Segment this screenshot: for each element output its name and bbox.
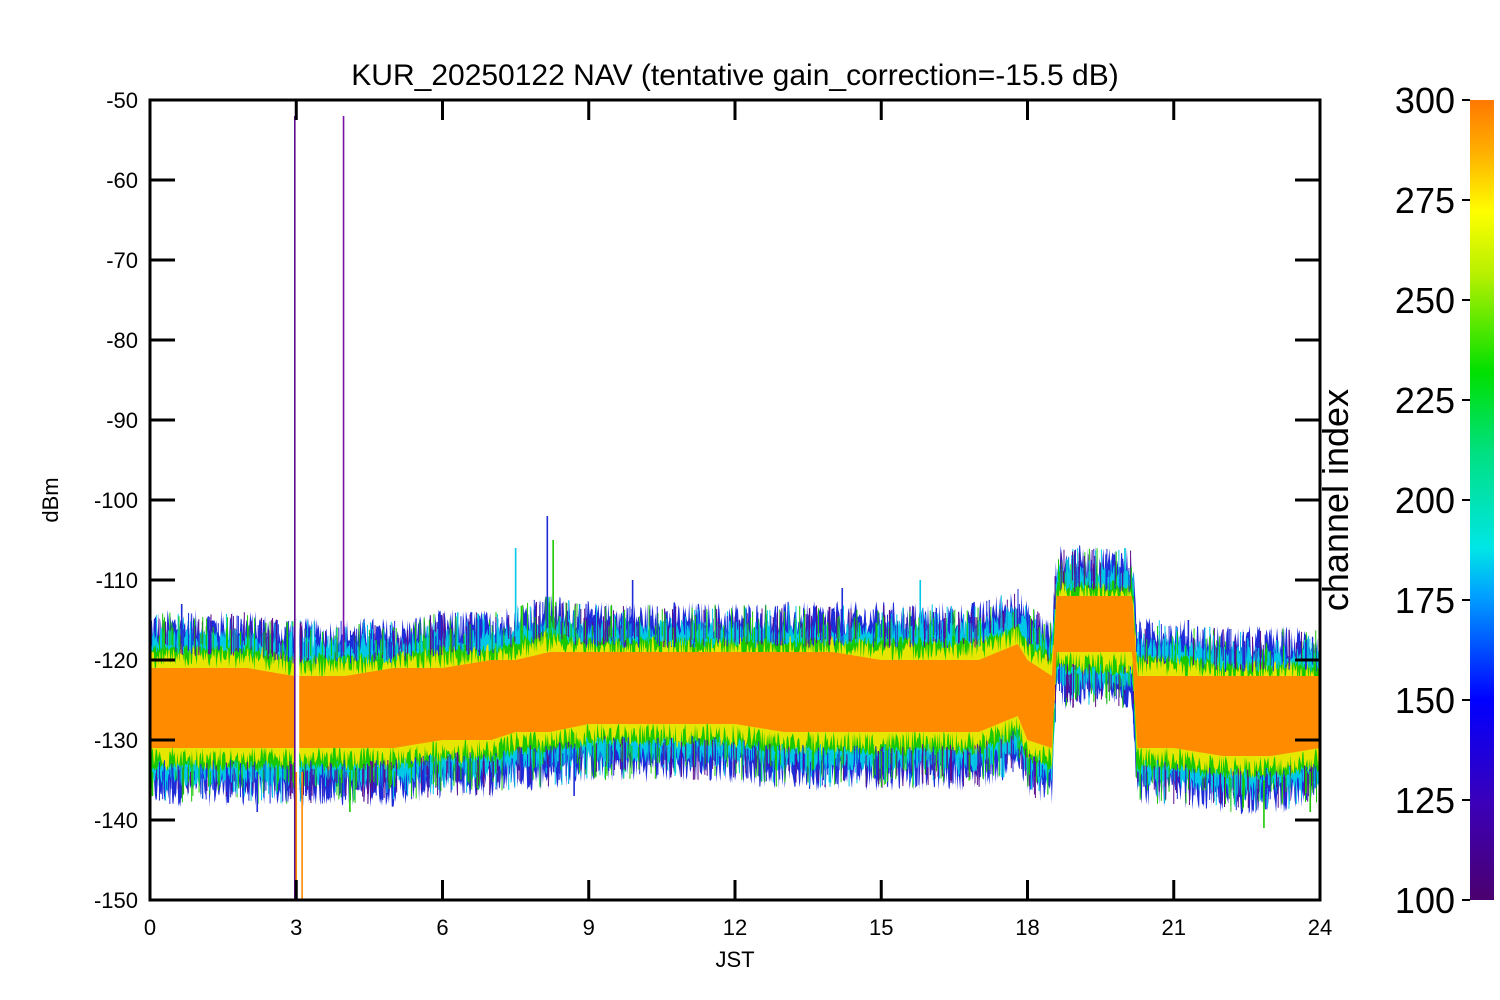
x-tick-label: 3 (290, 915, 302, 940)
x-tick-label: 6 (436, 915, 448, 940)
y-tick-label: -110 (96, 568, 138, 593)
data-gap (295, 620, 300, 788)
y-tick-label: -150 (94, 888, 138, 913)
y-tick-label: -50 (106, 88, 138, 113)
colorbar-tick-label: 150 (1395, 680, 1455, 721)
x-tick-label: 24 (1308, 915, 1332, 940)
chart-title: KUR_20250122 NAV (tentative gain_correct… (351, 59, 1118, 92)
y-tick-label: -60 (106, 168, 138, 193)
colorbar-label: channel index (1315, 389, 1356, 611)
spike-layer (151, 116, 1312, 900)
x-tick-label: 12 (723, 915, 747, 940)
y-axis-ticks: -50 -60 -70 -80 -90 -100 -110 -120 -130 -140 -150 (94, 88, 1320, 913)
colorbar-tick-label: 100 (1395, 880, 1455, 921)
colorbar-tick-label: 125 (1395, 780, 1455, 821)
data-band-layer (150, 545, 1320, 815)
band-core (150, 596, 1320, 756)
y-tick-label: -120 (94, 648, 138, 673)
colorbar-tick-label: 275 (1395, 180, 1455, 221)
colorbar (1470, 100, 1494, 900)
y-tick-label: -130 (94, 728, 138, 753)
colorbar-tick-label: 200 (1395, 480, 1455, 521)
y-tick-label: -140 (94, 808, 138, 833)
x-tick-label: 0 (144, 915, 156, 940)
x-tick-label: 15 (869, 915, 893, 940)
colorbar-tick-label: 300 (1395, 80, 1455, 121)
x-tick-label: 21 (1162, 915, 1186, 940)
y-tick-label: -100 (94, 488, 138, 513)
x-tick-label: 9 (583, 915, 595, 940)
y-tick-label: -70 (106, 248, 138, 273)
colorbar-ticks: 100 125 150 175 200 225 250 275 300 (1395, 80, 1470, 921)
x-axis-ticks: 0 3 6 9 12 15 18 21 24 (144, 100, 1332, 940)
x-tick-label: 18 (1015, 915, 1039, 940)
colorbar-tick-label: 225 (1395, 380, 1455, 421)
y-axis-label: dBm (38, 477, 63, 522)
x-axis-label: JST (715, 947, 754, 972)
colorbar-tick-label: 175 (1395, 580, 1455, 621)
y-tick-label: -80 (106, 328, 138, 353)
colorbar-tick-label: 250 (1395, 280, 1455, 321)
y-tick-label: -90 (106, 408, 138, 433)
